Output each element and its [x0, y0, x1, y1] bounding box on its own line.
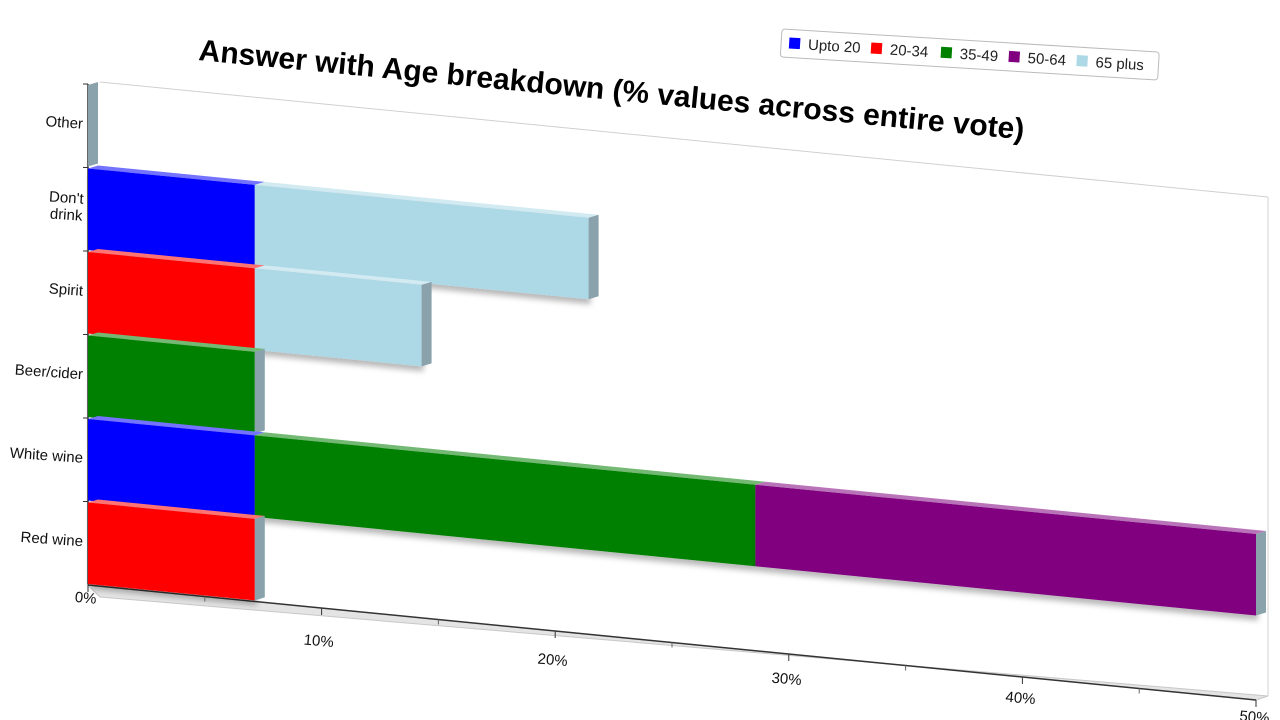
category-label: Don't [48, 188, 84, 207]
category-label: Other [45, 113, 84, 133]
legend-swatch [788, 37, 801, 50]
category-label: White wine [9, 445, 83, 467]
bar-segment [88, 419, 255, 517]
legend-label: 35-49 [959, 46, 998, 65]
plot-top-edge [99, 81, 1269, 198]
bar-segment [88, 168, 255, 267]
bar-top-face [88, 249, 265, 269]
x-tick-label: 20% [537, 651, 568, 671]
bar-row [88, 82, 98, 167]
category-label: Spirit [48, 280, 84, 299]
legend: Upto 20 20-34 35-49 50-64 65 plus [779, 28, 1160, 81]
bar-top-face [254, 432, 766, 485]
bar-end-cap [588, 214, 599, 300]
bar-top-face [88, 416, 265, 436]
legend-label: 65 plus [1095, 54, 1144, 74]
bar-end-cap [254, 515, 265, 601]
legend-label: 20-34 [889, 42, 928, 61]
bar-end-cap [421, 281, 432, 367]
x-tick-label: 30% [771, 670, 802, 690]
bar-end-cap [88, 82, 98, 167]
legend-swatch [940, 46, 953, 59]
legend-swatch [1076, 55, 1088, 67]
bar-segment [755, 484, 1256, 616]
legend-box [779, 28, 1160, 81]
bar-segment [254, 268, 422, 367]
bar-segment [254, 435, 756, 567]
bar-top-face [254, 181, 599, 218]
category-label: Beer/cider [14, 361, 83, 383]
bar-top-face [254, 265, 432, 285]
category-label: drink [49, 205, 83, 224]
bar-top-face [755, 481, 1266, 534]
x-tick-label: 50% [1239, 708, 1270, 720]
bar-row [88, 249, 432, 367]
category-label: Red wine [20, 529, 84, 550]
x-tick-label: 40% [1005, 689, 1036, 709]
bar-top-face [88, 499, 265, 519]
bar-row [88, 499, 265, 601]
x-tick-label: 0% [74, 589, 97, 608]
x-tick-label: 10% [303, 632, 334, 652]
bar-row [88, 332, 265, 434]
bar-top-face [88, 332, 265, 352]
bar-end-cap [254, 348, 265, 434]
bar-row [88, 165, 599, 300]
legend-swatch [1008, 50, 1021, 63]
bars-group [88, 82, 1266, 616]
bar-segment [88, 335, 255, 434]
legend-label: 50-64 [1027, 50, 1066, 69]
legend-label: Upto 20 [808, 37, 861, 57]
bar-top-face [88, 165, 265, 185]
bar-segment [254, 184, 589, 300]
bar-segment [88, 502, 255, 601]
bar-segment [88, 252, 255, 350]
legend-swatch [870, 42, 883, 55]
bar-row [88, 416, 1266, 616]
bar-end-cap [1256, 531, 1266, 616]
plot-area [86, 81, 1269, 701]
